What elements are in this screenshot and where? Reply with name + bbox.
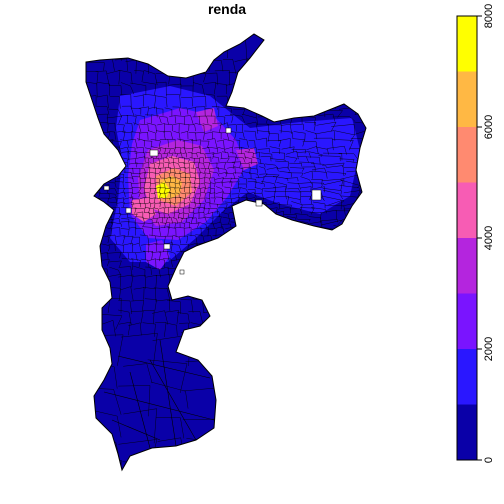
- legend-bin-1: [457, 349, 477, 405]
- region-fill-max: [156, 182, 170, 198]
- hole-6: [179, 269, 185, 275]
- legend: 0 2000 4000 6000 8000: [456, 4, 495, 463]
- legend-tick-label-3: 6000: [483, 115, 495, 139]
- legend-bin-0: [457, 404, 477, 460]
- map-region: [85, 33, 367, 471]
- legend-bin-7: [457, 16, 477, 72]
- hole-4: [163, 243, 171, 250]
- legend-tick-label-1: 2000: [483, 337, 495, 361]
- hole-3: [103, 185, 110, 191]
- legend-tick-label-2: 4000: [483, 226, 495, 250]
- region-fill-pink-cluster: [132, 198, 156, 222]
- legend-color-bins: [457, 16, 477, 460]
- legend-tick-label-0: 0: [483, 457, 495, 463]
- non-residential-areas: [103, 127, 322, 275]
- legend-bin-2: [457, 293, 477, 349]
- map-title: renda: [208, 1, 246, 17]
- legend-bin-3: [457, 238, 477, 294]
- hole-5: [125, 207, 132, 214]
- legend-ticks: 0 2000 4000 6000 8000: [477, 4, 495, 463]
- hole-7: [225, 127, 232, 134]
- hole-2: [311, 189, 322, 201]
- legend-bin-4: [457, 182, 477, 238]
- hole-1: [255, 199, 263, 207]
- legend-bin-6: [457, 71, 477, 127]
- south-tract-boundaries: [103, 339, 215, 449]
- legend-bin-5: [457, 127, 477, 183]
- region-fill-north-spot: [196, 108, 218, 132]
- hole-0: [149, 149, 159, 157]
- legend-tick-label-4: 8000: [483, 4, 495, 28]
